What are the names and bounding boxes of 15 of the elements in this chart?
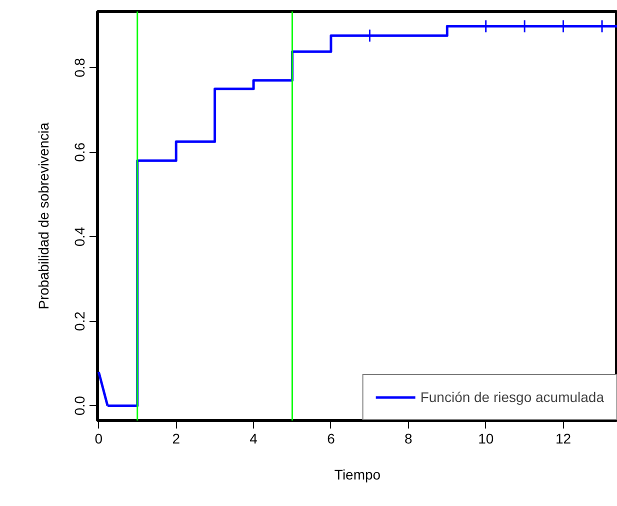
x-axis-title: Tiempo <box>334 466 381 482</box>
x-tick-label: 12 <box>556 430 572 446</box>
y-tick-label: 0.0 <box>72 396 88 416</box>
y-tick-label: 0.8 <box>72 58 88 78</box>
y-axis-title: Probabilidad de sobrevivencia <box>36 122 52 310</box>
x-tick-label: 0 <box>94 430 103 446</box>
x-tick-label: 10 <box>478 430 494 446</box>
y-tick-label: 0.6 <box>72 142 88 162</box>
y-tick-label: 0.2 <box>72 311 88 331</box>
x-tick-label: 4 <box>250 430 258 446</box>
y-tick-label: 0.4 <box>72 226 88 246</box>
legend-label: Función de riesgo acumulada <box>420 389 604 405</box>
x-tick-label: 8 <box>404 430 413 446</box>
x-tick-label: 6 <box>327 430 336 446</box>
x-tick-label: 2 <box>172 430 180 446</box>
